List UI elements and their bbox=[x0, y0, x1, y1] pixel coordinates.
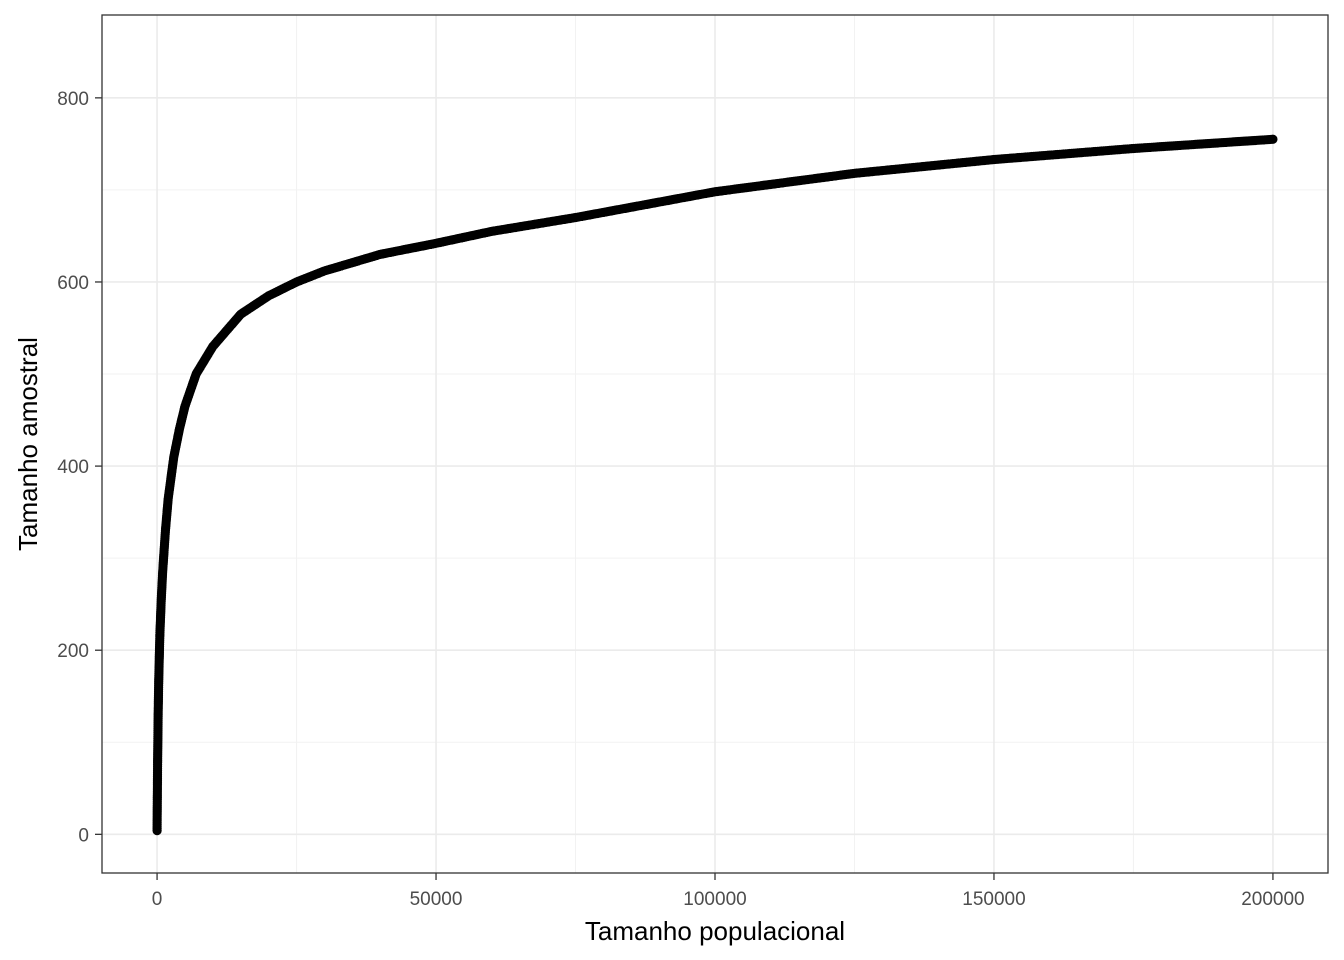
x-tick-label: 100000 bbox=[683, 889, 746, 910]
y-axis-ticks: 0 200 400 600 800 bbox=[57, 89, 102, 846]
x-tick-label: 150000 bbox=[962, 889, 1025, 910]
data-points bbox=[152, 134, 1278, 836]
major-gridlines bbox=[102, 15, 1328, 873]
y-tick-label: 200 bbox=[57, 641, 89, 662]
y-tick-label: 800 bbox=[57, 89, 89, 110]
y-tick-label: 0 bbox=[78, 825, 89, 846]
x-axis-title: Tamanho populacional bbox=[585, 916, 845, 946]
x-axis-ticks: 0 50000 100000 150000 200000 bbox=[152, 873, 1305, 910]
y-tick-label: 400 bbox=[57, 457, 89, 478]
x-tick-label: 50000 bbox=[410, 889, 463, 910]
y-axis-title: Tamanho amostral bbox=[13, 337, 43, 551]
data-point bbox=[1268, 134, 1278, 144]
x-tick-label: 0 bbox=[152, 889, 163, 910]
x-tick-label: 200000 bbox=[1241, 889, 1304, 910]
y-tick-label: 600 bbox=[57, 273, 89, 294]
